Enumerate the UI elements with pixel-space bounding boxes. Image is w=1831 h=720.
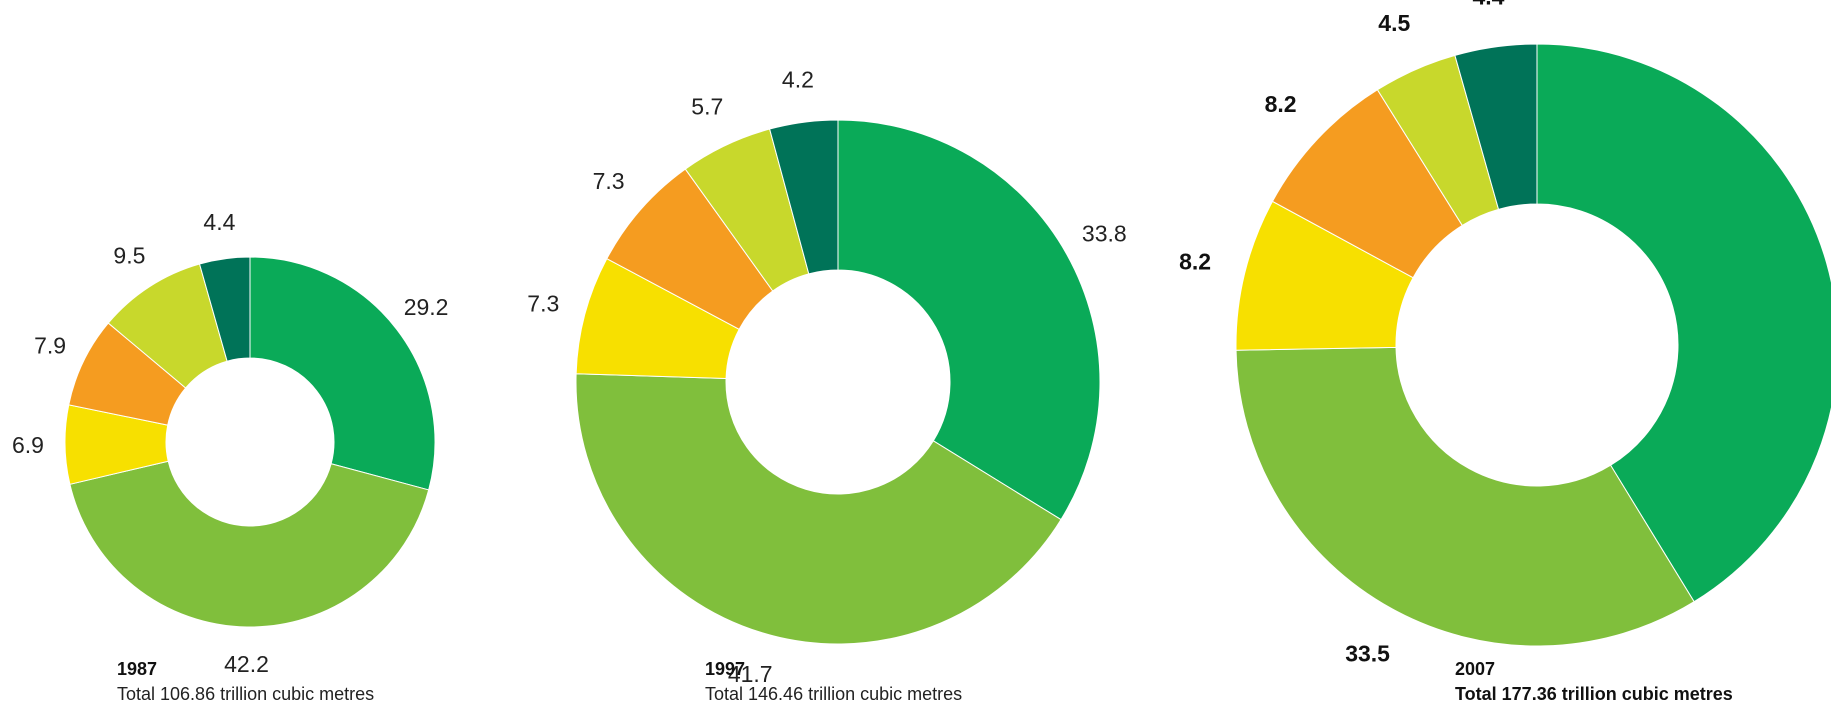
data-label-1987-1: 42.2 bbox=[224, 651, 269, 677]
data-label-2007-2: 8.2 bbox=[1179, 248, 1211, 274]
data-label-1997-3: 7.3 bbox=[593, 168, 625, 194]
slice-1987-5 bbox=[198, 256, 251, 362]
data-label-2007-3: 8.2 bbox=[1265, 91, 1297, 117]
data-label-2007-1: 33.5 bbox=[1345, 641, 1390, 667]
total-label-1987: Total 106.86 trillion cubic metres bbox=[117, 684, 374, 704]
data-label-1997-1: 41.7 bbox=[728, 661, 773, 687]
year-label-2007: 2007 bbox=[1455, 659, 1495, 679]
donut-chart-2007: 41.333.58.28.24.54.4 bbox=[1179, 0, 1831, 667]
donut-chart-1987: 29.2 42.2 6.9 7.9 9.5 4.4 bbox=[12, 209, 448, 677]
total-label-2007: Total 177.36 trillion cubic metres bbox=[1455, 684, 1733, 704]
data-label-2007-5: 4.4 bbox=[1473, 0, 1505, 9]
slice-1987-0 bbox=[249, 256, 436, 491]
data-label-2007-4: 4.5 bbox=[1378, 10, 1410, 36]
total-label-1997: Total 146.46 trillion cubic metres bbox=[705, 684, 962, 704]
slice-2007-0 bbox=[1536, 43, 1831, 603]
data-label-1997-0: 33.8 bbox=[1082, 220, 1127, 246]
data-label-1987-4: 9.5 bbox=[113, 243, 145, 269]
data-label-1997-4: 5.7 bbox=[691, 93, 723, 119]
slice-1997-5 bbox=[769, 119, 839, 275]
data-label-1997-5: 4.2 bbox=[782, 67, 814, 93]
year-label-1997: 1997 bbox=[705, 659, 745, 679]
year-label-1987: 1987 bbox=[117, 659, 157, 679]
data-label-1987-2: 6.9 bbox=[12, 432, 44, 458]
slice-1997-1 bbox=[575, 373, 1062, 645]
slice-2007-5 bbox=[1454, 43, 1538, 210]
slice-1987-1 bbox=[69, 460, 430, 628]
data-label-1987-0: 29.2 bbox=[404, 294, 449, 320]
slice-2007-1 bbox=[1235, 346, 1695, 647]
data-label-1987-3: 7.9 bbox=[34, 332, 66, 358]
data-label-1997-2: 7.3 bbox=[527, 290, 559, 316]
slice-1997-0 bbox=[837, 119, 1101, 521]
donut-chart-1997: 33.8 41.7 7.3 7.3 5.7 4.2 bbox=[527, 67, 1126, 687]
data-label-1987-5: 4.4 bbox=[203, 209, 235, 235]
